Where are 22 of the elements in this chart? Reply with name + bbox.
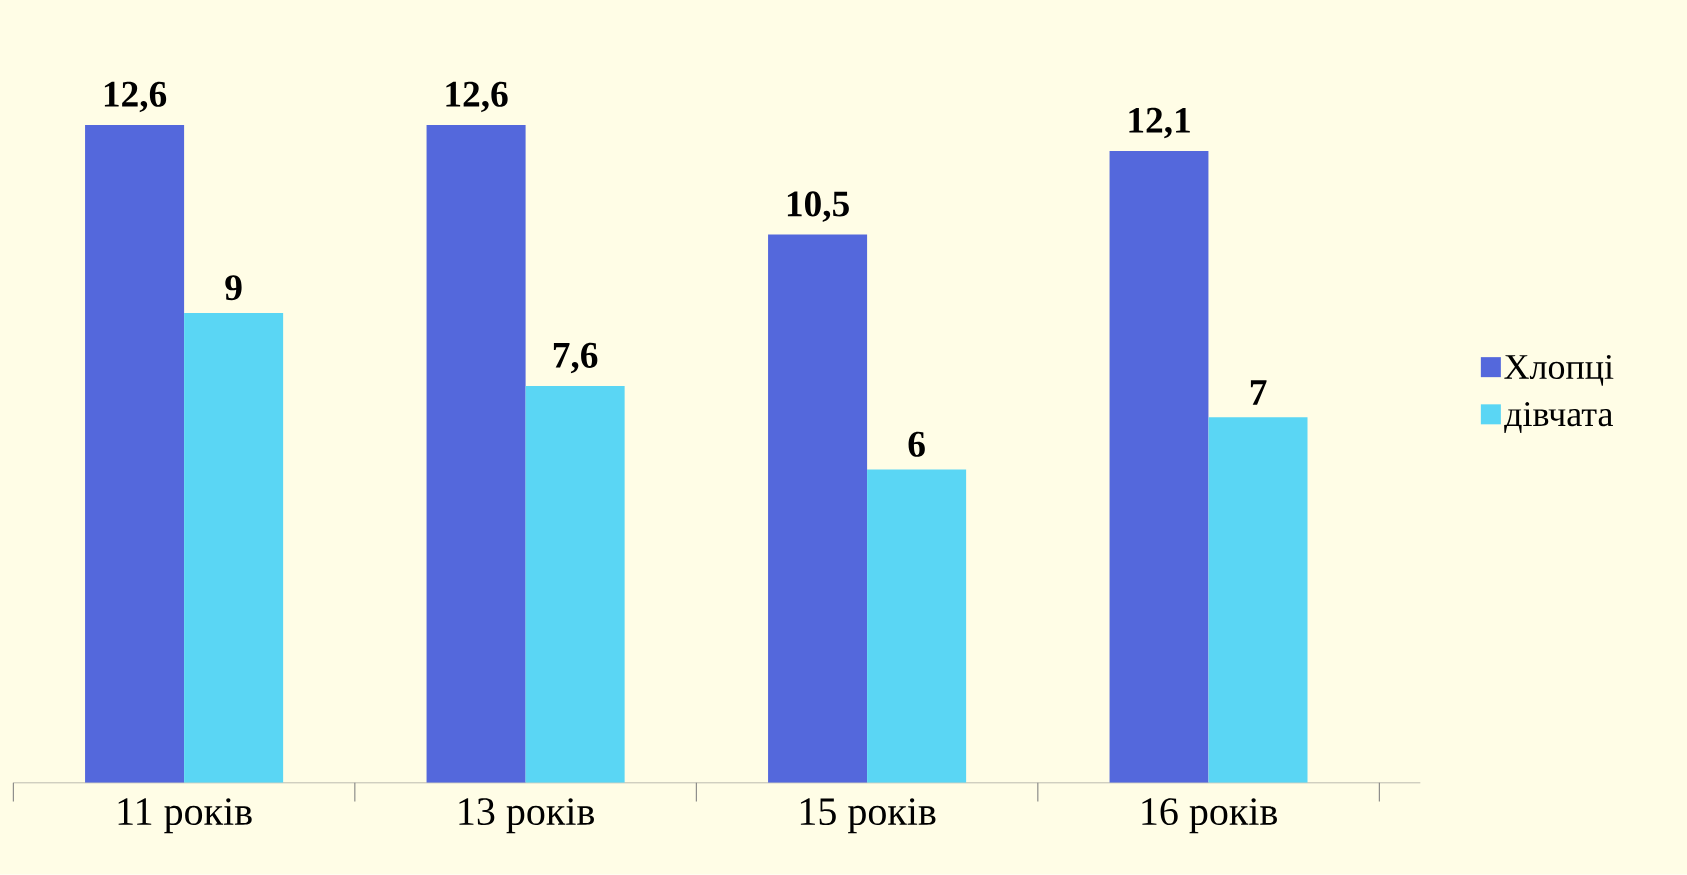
data-label: 12,1: [1129, 107, 1190, 139]
data-label: 7,6: [553, 342, 598, 374]
data-label: 12,6: [104, 81, 167, 113]
x-tick-label: 15 років: [800, 798, 936, 834]
bar: [768, 234, 868, 783]
bar: [1208, 417, 1308, 783]
bar: [525, 386, 625, 783]
bar: [426, 125, 526, 783]
data-label: 7: [1250, 380, 1267, 405]
data-label: 6: [908, 431, 925, 457]
legend-label: дівчата: [1504, 402, 1613, 433]
x-tick-label: 16 років: [1142, 798, 1277, 834]
legend-label: Хлопці: [1504, 354, 1614, 386]
bar: [867, 469, 967, 783]
x-tick-label: 13 років: [459, 798, 594, 834]
bar: [85, 125, 185, 783]
bar: [1109, 151, 1209, 783]
data-label: 12,6: [446, 81, 508, 113]
data-label: 9: [225, 275, 242, 301]
data-label: 10,5: [787, 191, 849, 222]
bar: [184, 313, 284, 783]
x-tick-label: 11 років: [118, 798, 252, 834]
